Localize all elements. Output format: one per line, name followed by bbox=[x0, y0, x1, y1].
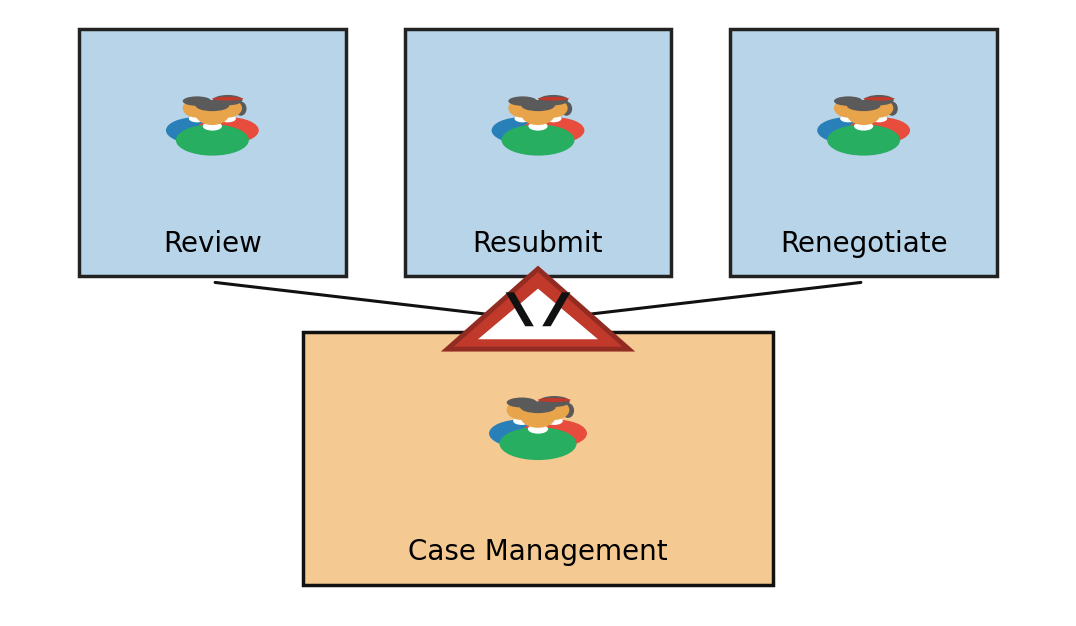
Ellipse shape bbox=[166, 117, 228, 143]
Ellipse shape bbox=[220, 115, 236, 122]
Ellipse shape bbox=[521, 100, 555, 111]
Ellipse shape bbox=[183, 99, 211, 118]
Ellipse shape bbox=[501, 125, 575, 156]
Ellipse shape bbox=[196, 100, 229, 111]
Ellipse shape bbox=[507, 398, 537, 408]
Ellipse shape bbox=[196, 103, 229, 125]
Ellipse shape bbox=[546, 417, 563, 425]
Ellipse shape bbox=[539, 400, 569, 420]
Ellipse shape bbox=[847, 103, 880, 125]
Polygon shape bbox=[478, 289, 598, 339]
Ellipse shape bbox=[827, 125, 901, 156]
Ellipse shape bbox=[561, 101, 572, 116]
Ellipse shape bbox=[521, 103, 555, 125]
Ellipse shape bbox=[514, 115, 530, 122]
Ellipse shape bbox=[539, 95, 568, 105]
Ellipse shape bbox=[834, 96, 863, 106]
Ellipse shape bbox=[539, 396, 570, 407]
Ellipse shape bbox=[528, 121, 548, 131]
Ellipse shape bbox=[183, 96, 211, 106]
Ellipse shape bbox=[887, 101, 897, 116]
Ellipse shape bbox=[489, 419, 554, 448]
Ellipse shape bbox=[492, 117, 554, 143]
Ellipse shape bbox=[840, 115, 856, 122]
Ellipse shape bbox=[538, 398, 570, 402]
Ellipse shape bbox=[870, 115, 888, 122]
Ellipse shape bbox=[539, 99, 568, 118]
Ellipse shape bbox=[538, 97, 569, 101]
Ellipse shape bbox=[848, 117, 910, 143]
Ellipse shape bbox=[865, 99, 893, 118]
Ellipse shape bbox=[513, 417, 530, 425]
Ellipse shape bbox=[213, 95, 242, 105]
Polygon shape bbox=[506, 292, 534, 326]
Ellipse shape bbox=[864, 95, 894, 105]
Text: Resubmit: Resubmit bbox=[472, 230, 604, 258]
Polygon shape bbox=[542, 292, 570, 326]
Ellipse shape bbox=[528, 424, 548, 434]
Ellipse shape bbox=[521, 404, 555, 428]
Ellipse shape bbox=[522, 117, 584, 143]
Ellipse shape bbox=[546, 115, 562, 122]
Ellipse shape bbox=[847, 100, 880, 111]
Ellipse shape bbox=[521, 401, 555, 413]
Ellipse shape bbox=[508, 99, 537, 118]
Text: Review: Review bbox=[162, 230, 261, 258]
Ellipse shape bbox=[834, 99, 863, 118]
Ellipse shape bbox=[235, 101, 246, 116]
Ellipse shape bbox=[818, 117, 879, 143]
Text: Case Management: Case Management bbox=[408, 538, 668, 566]
Ellipse shape bbox=[188, 115, 206, 122]
FancyBboxPatch shape bbox=[79, 29, 345, 276]
Ellipse shape bbox=[197, 117, 258, 143]
Polygon shape bbox=[448, 269, 628, 349]
Ellipse shape bbox=[499, 427, 577, 460]
Ellipse shape bbox=[212, 97, 243, 101]
FancyBboxPatch shape bbox=[303, 332, 773, 585]
Ellipse shape bbox=[507, 400, 537, 420]
FancyBboxPatch shape bbox=[731, 29, 997, 276]
Ellipse shape bbox=[854, 121, 874, 131]
Text: Renegotiate: Renegotiate bbox=[780, 230, 948, 258]
Ellipse shape bbox=[508, 96, 537, 106]
Ellipse shape bbox=[522, 419, 587, 448]
Ellipse shape bbox=[562, 403, 575, 418]
Ellipse shape bbox=[202, 121, 222, 131]
Ellipse shape bbox=[864, 97, 894, 101]
Ellipse shape bbox=[213, 99, 242, 118]
Ellipse shape bbox=[175, 125, 249, 156]
FancyBboxPatch shape bbox=[405, 29, 671, 276]
